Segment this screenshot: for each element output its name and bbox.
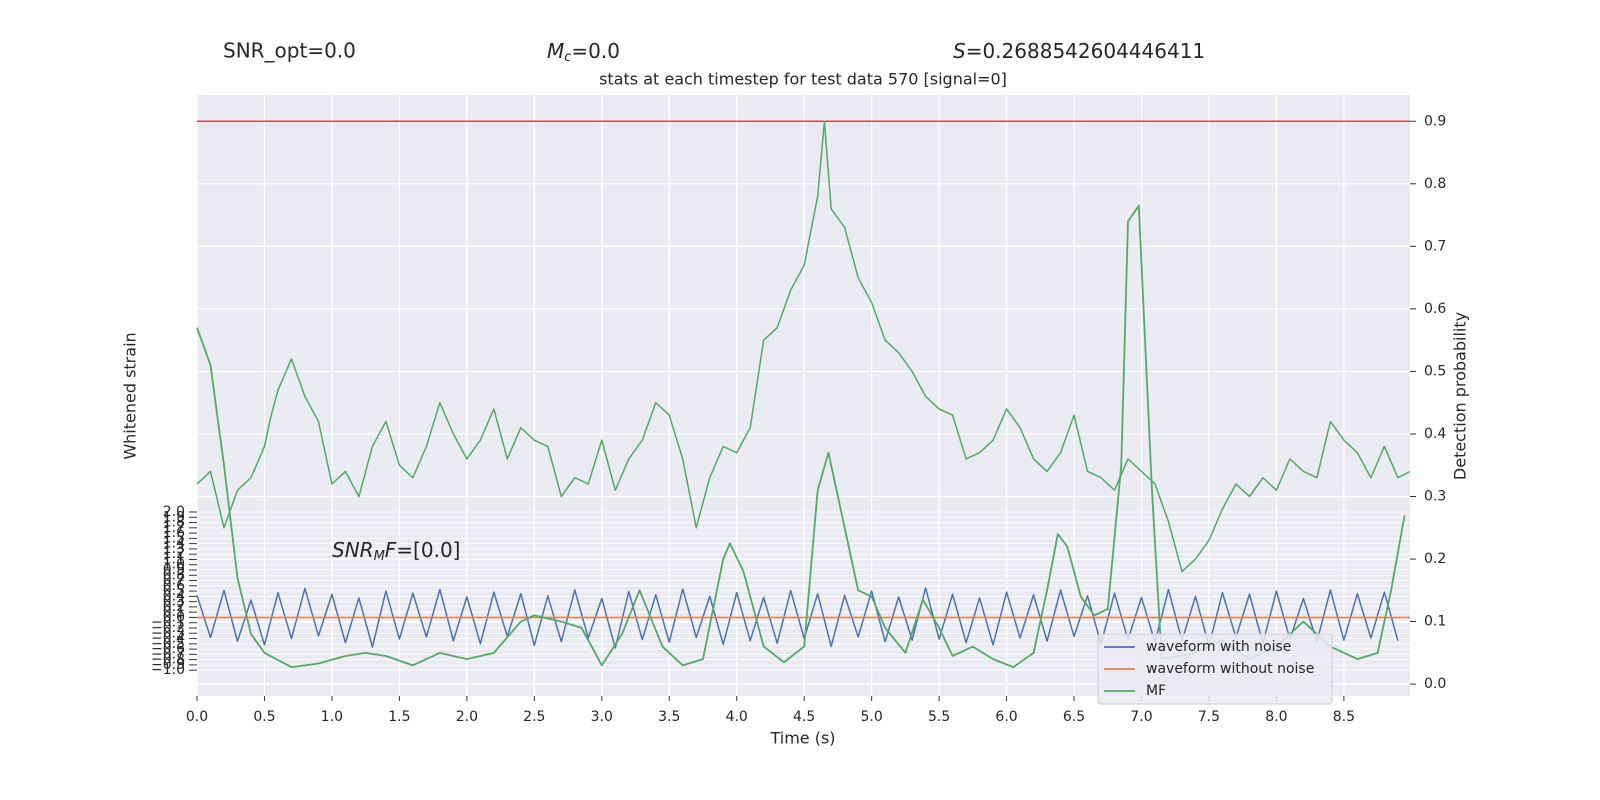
x-tick-label: 3.0 [591, 709, 613, 725]
x-tick-label: 5.5 [928, 709, 950, 725]
y-tick-label: 1.2 [163, 546, 185, 562]
y-tick-label: 0.0 [163, 609, 185, 625]
y-tick-label: 0.6 [163, 578, 185, 594]
chart-title: stats at each timestep for test data 570… [599, 70, 1007, 89]
y2-axis-label: Detection probability [1451, 312, 1470, 480]
y2-tick-label: 0.0 [1424, 676, 1446, 692]
symbol-tail: F [385, 538, 397, 562]
x-tick-label: 6.0 [995, 709, 1017, 725]
x-tick-label: 5.0 [861, 709, 883, 725]
symbol: M [547, 39, 564, 63]
y-tick-label: 1.8 [163, 515, 185, 531]
annotation-value: =[0.0] [396, 538, 460, 562]
stat-mc: Mc=0.0 [547, 39, 620, 65]
y-tick-label: 1.3 [163, 541, 185, 557]
y-tick-label: 1.5 [163, 530, 185, 546]
stat-value: =0.0 [571, 39, 620, 63]
stat-snr-opt: SNR_opt=0.0 [223, 39, 356, 63]
y-tick-label: −0.2 [151, 620, 185, 636]
y-tick-label: −0.7 [151, 646, 185, 662]
y2-tick-label: 0.6 [1424, 301, 1446, 317]
x-tick-label: 6.5 [1063, 709, 1085, 725]
x-tick-label: 3.5 [658, 709, 680, 725]
y-tick-label: −0.1 [151, 615, 185, 631]
series-line [196, 204, 1406, 669]
series-line [196, 587, 1399, 649]
y-tick-label: −0.4 [151, 631, 185, 647]
y-tick-label: 0.1 [163, 604, 185, 620]
x-tick-label: 1.0 [321, 709, 343, 725]
y-tick-label: 0.3 [163, 594, 185, 610]
symbol: SNR [332, 538, 374, 562]
x-tick-label: 8.0 [1265, 709, 1287, 725]
x-tick-label: 0.0 [186, 709, 208, 725]
x-axis-label: Time (s) [769, 729, 835, 748]
x-tick-label: 4.0 [726, 709, 748, 725]
x-tick-label: 4.5 [793, 709, 815, 725]
x-tick-label: 2.5 [523, 709, 545, 725]
y-tick-label: 0.9 [163, 562, 185, 578]
y-tick-label: 1.0 [163, 557, 185, 573]
y-tick-label: 1.9 [163, 509, 185, 525]
y-tick-label: 1.6 [163, 525, 185, 541]
legend-label: MF [1146, 683, 1166, 699]
y2-tick-label: 0.4 [1424, 426, 1446, 442]
legend: waveform with noise waveform without nois… [1097, 633, 1333, 705]
y-tick-label: 0.4 [163, 588, 185, 604]
y-tick-label: −1.0 [151, 662, 185, 678]
y-tick-label: 1.4 [163, 536, 185, 552]
y-tick-label: −0.6 [151, 641, 185, 657]
x-tick-label: 7.5 [1198, 709, 1220, 725]
y-axis-label: Whitened strain [121, 332, 140, 459]
probability-line [196, 120, 1411, 573]
y-tick-label: −0.3 [151, 625, 185, 641]
y-tick-label: 0.7 [163, 573, 185, 589]
stat-s: S=0.2688542604446411 [953, 39, 1205, 63]
ticks: 0.0 0.5 1.0 1.5 2.0 2.5 3.0 3.5 4.0 4.5 5.0 5.5 6.0 6… [151, 113, 1446, 725]
y-tick-label: 2.0 [163, 504, 185, 520]
y-tick-label: 0.2 [163, 599, 185, 615]
y2-tick-label: 0.8 [1424, 176, 1446, 192]
y-tick-label: 1.1 [163, 551, 185, 567]
x-tick-label: 1.5 [388, 709, 410, 725]
y2-tick-label: 0.3 [1424, 489, 1446, 505]
x-tick-label: 7.0 [1130, 709, 1152, 725]
legend-box [1097, 633, 1333, 705]
marks [196, 120, 1411, 669]
y-tick-label: −0.8 [151, 652, 185, 668]
stat-value: =0.2688542604446411 [966, 39, 1205, 63]
y2-tick-label: 0.2 [1424, 551, 1446, 567]
y-tick-label: 0.5 [163, 583, 185, 599]
y2-tick-label: 0.1 [1424, 614, 1446, 630]
symbol: S [953, 39, 966, 63]
y2-tick-label: 0.7 [1424, 238, 1446, 254]
x-tick-label: 2.0 [456, 709, 478, 725]
y2-tick-label: 0.9 [1424, 113, 1446, 129]
y-tick-label: −0.5 [151, 636, 185, 652]
x-tick-label: 8.5 [1333, 709, 1355, 725]
legend-label: waveform with noise [1146, 639, 1291, 655]
y2-tick-label: 0.5 [1424, 363, 1446, 379]
y-tick-label: 0.8 [163, 567, 185, 583]
subscript: M [374, 549, 385, 564]
y-tick-label: −0.9 [151, 657, 185, 673]
y-tick-label: 1.7 [163, 520, 185, 536]
plot-area [197, 95, 1410, 696]
subscript: c [564, 50, 571, 65]
x-tick-label: 0.5 [253, 709, 275, 725]
legend-label: waveform without noise [1146, 661, 1314, 677]
annotation: SNRMF=[0.0] [332, 538, 460, 564]
